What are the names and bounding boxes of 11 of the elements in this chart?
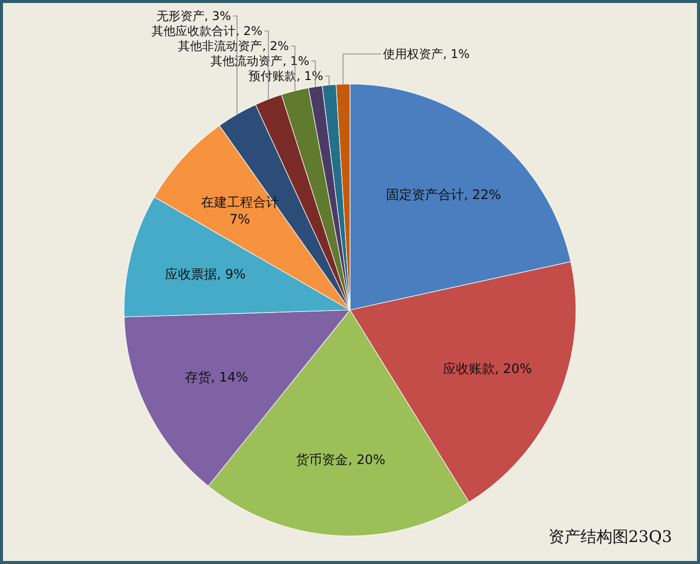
data-label: 7% <box>229 212 250 228</box>
slice-label: 应收账款, 20% <box>442 361 532 378</box>
slice-label: 使用权资产, 1% <box>383 47 470 61</box>
slice-label: 存货, 14% <box>184 370 248 386</box>
slice-label: 应收票据, 9% <box>164 266 246 283</box>
slice-label: 无形资产, 3% <box>156 9 231 23</box>
text: 资产结构图23Q3 <box>548 527 672 546</box>
slice-label: 其他非流动资产, 2% <box>178 39 289 53</box>
slice-label: 货币资金, 20% <box>296 452 386 468</box>
slice-label: 固定资产合计, 22% <box>386 188 502 203</box>
slice-label: 其他应收款合计, 2% <box>152 24 262 38</box>
